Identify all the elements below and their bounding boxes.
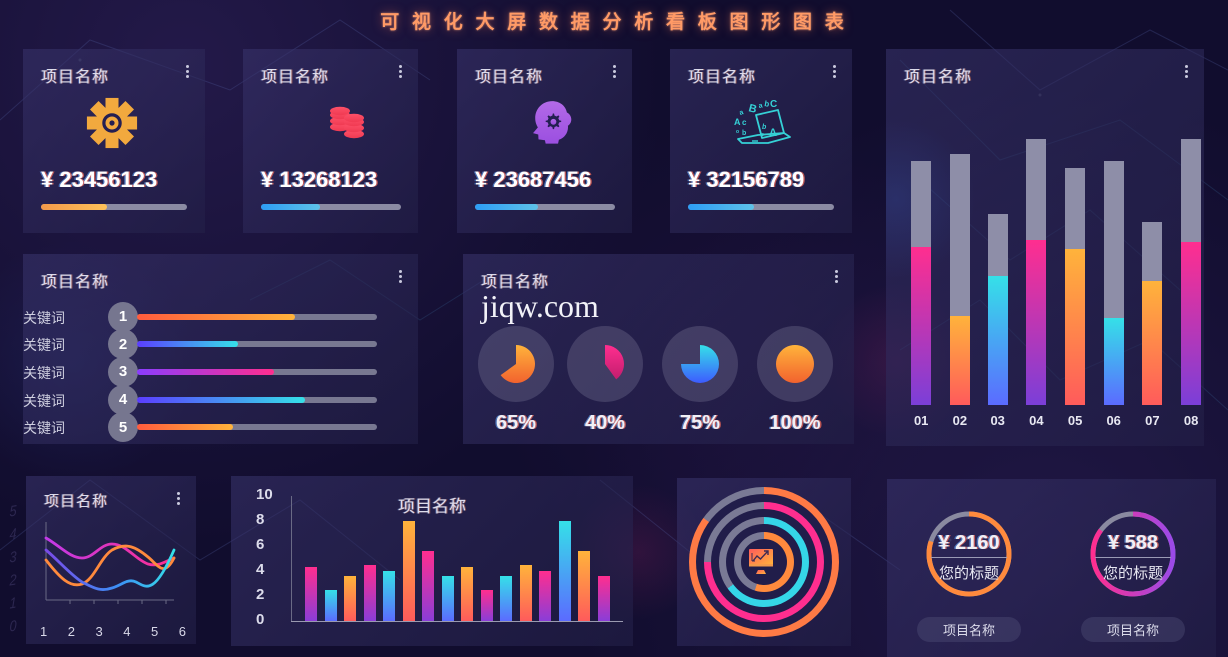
svg-text:b: b: [762, 124, 767, 131]
svg-text:A: A: [734, 117, 741, 127]
svg-text:o: o: [736, 129, 739, 135]
svg-text:c: c: [742, 118, 747, 127]
svg-text:a: a: [739, 109, 745, 117]
svg-text:C: C: [770, 99, 777, 110]
svg-text:a: a: [758, 102, 763, 110]
svg-text:o: o: [761, 132, 764, 138]
svg-text:B: B: [747, 102, 758, 116]
svg-text:A: A: [769, 127, 777, 139]
svg-text:b: b: [742, 130, 746, 137]
